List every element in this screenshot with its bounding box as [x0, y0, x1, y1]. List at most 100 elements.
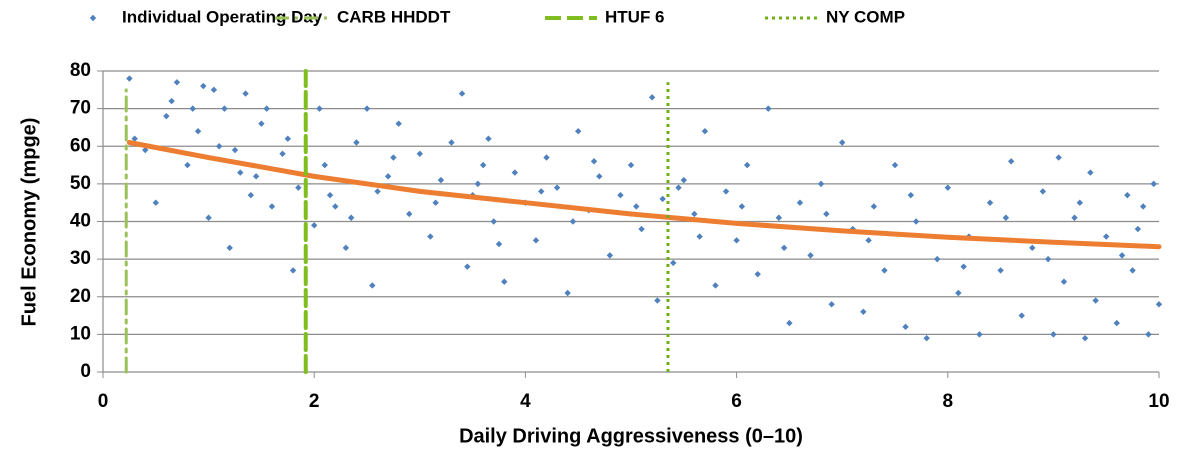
point	[606, 252, 614, 259]
point	[289, 267, 297, 274]
y-tick-label: 60	[70, 135, 91, 156]
point	[316, 105, 323, 112]
point	[617, 191, 624, 199]
point	[1029, 244, 1036, 252]
point	[258, 120, 265, 127]
point	[126, 75, 133, 82]
point	[279, 150, 286, 157]
point	[326, 191, 334, 199]
x-tick-label: 6	[731, 391, 742, 412]
point	[828, 301, 835, 308]
point	[823, 210, 830, 218]
point	[194, 128, 202, 135]
point	[1155, 301, 1163, 308]
point	[1113, 319, 1120, 327]
point	[252, 173, 260, 180]
point	[210, 86, 218, 94]
legend-marker	[89, 14, 97, 22]
point	[131, 135, 138, 142]
point	[1129, 267, 1136, 274]
point	[163, 112, 170, 120]
point	[1134, 225, 1142, 233]
y-tick-label: 50	[70, 173, 91, 194]
point	[944, 184, 951, 191]
point	[353, 139, 360, 146]
point	[839, 139, 846, 146]
point	[363, 105, 371, 112]
point	[1092, 297, 1099, 304]
legend-label: HTUF 6	[605, 7, 665, 26]
point	[1060, 278, 1068, 285]
point	[590, 158, 598, 165]
x-tick-label: 0	[98, 391, 109, 412]
point	[1081, 334, 1089, 342]
point	[907, 191, 915, 199]
x-tick-label: 10	[1148, 391, 1169, 412]
x-tick-label: 8	[943, 391, 954, 412]
point	[596, 173, 603, 180]
point	[881, 267, 888, 274]
point	[675, 184, 682, 191]
point	[986, 199, 994, 206]
point	[321, 161, 328, 169]
point	[680, 176, 687, 184]
point	[648, 94, 656, 101]
point	[1039, 188, 1047, 195]
y-axis-title: Fuel Economy (mpge)	[18, 118, 40, 327]
point	[796, 199, 804, 206]
point	[226, 244, 233, 252]
point	[891, 161, 899, 169]
point	[1118, 252, 1126, 259]
point	[1150, 180, 1157, 188]
point	[390, 154, 397, 161]
point	[817, 180, 825, 188]
point	[458, 90, 466, 97]
point	[1139, 203, 1147, 210]
point	[902, 323, 909, 331]
legend-label: CARB HHDDT	[337, 7, 451, 26]
point	[564, 289, 571, 297]
y-tick-label: 0	[80, 361, 91, 382]
point	[406, 210, 413, 218]
point	[215, 143, 223, 150]
point	[701, 128, 709, 135]
point	[427, 233, 434, 240]
point	[754, 270, 761, 278]
point	[242, 90, 249, 97]
point	[342, 244, 350, 252]
y-tick-label: 70	[70, 98, 91, 119]
point	[437, 176, 445, 184]
x-tick-label: 4	[520, 391, 531, 412]
point	[395, 120, 402, 127]
point	[765, 105, 772, 112]
legend-label: NY COMP	[826, 7, 905, 26]
point	[934, 255, 941, 263]
point	[173, 79, 181, 86]
point	[332, 203, 339, 210]
y-tick-label: 10	[70, 323, 91, 344]
point	[670, 259, 677, 267]
point	[369, 282, 376, 289]
point	[432, 199, 439, 206]
point	[543, 154, 550, 161]
point	[659, 195, 666, 203]
point	[205, 214, 212, 221]
point	[738, 203, 746, 210]
point	[448, 139, 455, 146]
y-tick-label: 30	[70, 248, 91, 269]
point	[997, 267, 1004, 274]
point	[501, 278, 508, 285]
point	[464, 263, 471, 270]
x-tick-label: 2	[309, 391, 320, 412]
point	[786, 319, 793, 327]
point	[1087, 169, 1094, 176]
point	[474, 180, 482, 188]
point	[538, 188, 545, 195]
point	[733, 237, 740, 244]
point	[416, 150, 423, 157]
point	[807, 252, 814, 259]
point	[189, 105, 196, 112]
point	[1018, 312, 1025, 319]
point	[311, 222, 318, 229]
